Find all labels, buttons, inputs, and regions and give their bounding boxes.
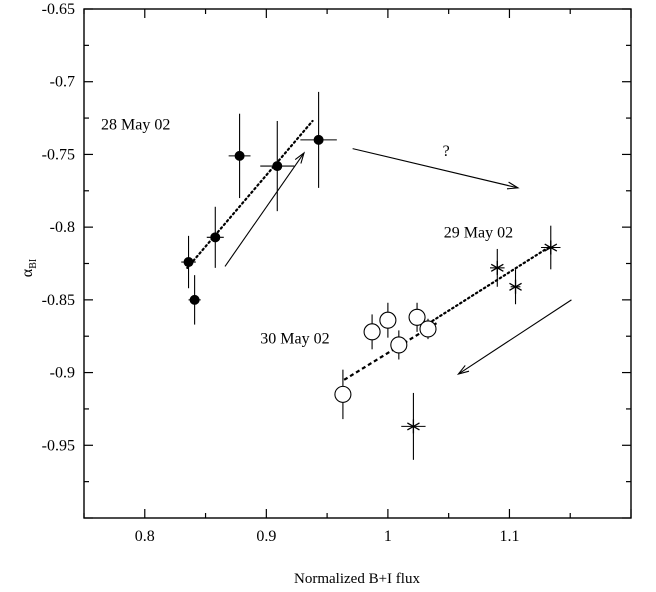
asterisk-stroke — [490, 263, 504, 272]
data-point-open — [363, 323, 381, 341]
x-tick-label: 1 — [384, 528, 392, 545]
arrow-shaft — [224, 152, 305, 267]
data-point-open — [419, 320, 437, 338]
annotations: 28 May 02 29 May 02 30 May 02? — [101, 117, 513, 348]
annotation-label: 30 May 02 — [260, 330, 329, 347]
y-tick-label: -0.9 — [50, 365, 75, 382]
arrow-shaft — [458, 299, 572, 375]
data-points — [183, 134, 558, 434]
asterisk-stroke — [544, 243, 558, 252]
data-point-filled — [189, 294, 200, 305]
y-axis-label-main: α — [19, 268, 36, 277]
data-point-open — [379, 311, 397, 329]
data-point-filled — [234, 150, 245, 161]
direction-arrows — [224, 148, 572, 375]
data-point-open — [390, 336, 408, 354]
fit-line — [423, 244, 552, 328]
y-tick-label: -0.8 — [50, 219, 75, 236]
x-tick-label: 0.8 — [135, 528, 155, 545]
data-point-asterisk — [407, 419, 420, 434]
plot-frame — [83, 8, 632, 519]
data-point-asterisk — [509, 279, 522, 294]
y-tick-label: -0.95 — [42, 437, 75, 454]
y-axis-label-sub: BI — [28, 259, 39, 269]
arrow-head — [294, 151, 306, 164]
data-point-asterisk — [544, 240, 558, 255]
asterisk-stroke — [407, 422, 420, 431]
x-tick-label: 1.1 — [499, 528, 519, 545]
y-ticks: -0.65 -0.7 -0.75 -0.8 -0.85 -0.9 -0.95 — [42, 1, 631, 519]
x-tick-label: 0.9 — [256, 528, 276, 545]
svg-text:αBI: αBI — [19, 259, 39, 277]
fit-line — [186, 119, 314, 269]
data-point-filled — [210, 232, 221, 243]
arrow-head — [506, 181, 520, 190]
x-axis-label: Normalized B+I flux — [294, 571, 420, 587]
x-ticks: 0.8 0.9 1 1.1 — [83, 9, 632, 545]
y-tick-label: -0.75 — [42, 146, 75, 163]
annotation-label: ? — [443, 143, 450, 160]
data-point-open — [334, 385, 352, 403]
y-axis-label: αBI — [19, 259, 39, 277]
asterisk-stroke — [509, 282, 522, 291]
annotation-label: 28 May 02 — [101, 117, 170, 134]
y-tick-label: -0.65 — [42, 1, 75, 18]
data-point-asterisk — [490, 260, 504, 275]
data-point-filled — [183, 257, 194, 268]
arrow-head — [456, 365, 470, 375]
data-point-open — [408, 308, 426, 326]
annotation-label: 29 May 02 — [444, 224, 513, 241]
data-point-filled — [313, 134, 324, 145]
arrow-shaft — [352, 148, 519, 189]
fit-lines — [186, 119, 552, 381]
y-tick-label: -0.85 — [42, 292, 75, 309]
data-point-filled — [272, 161, 283, 172]
y-tick-label: -0.7 — [50, 74, 75, 91]
